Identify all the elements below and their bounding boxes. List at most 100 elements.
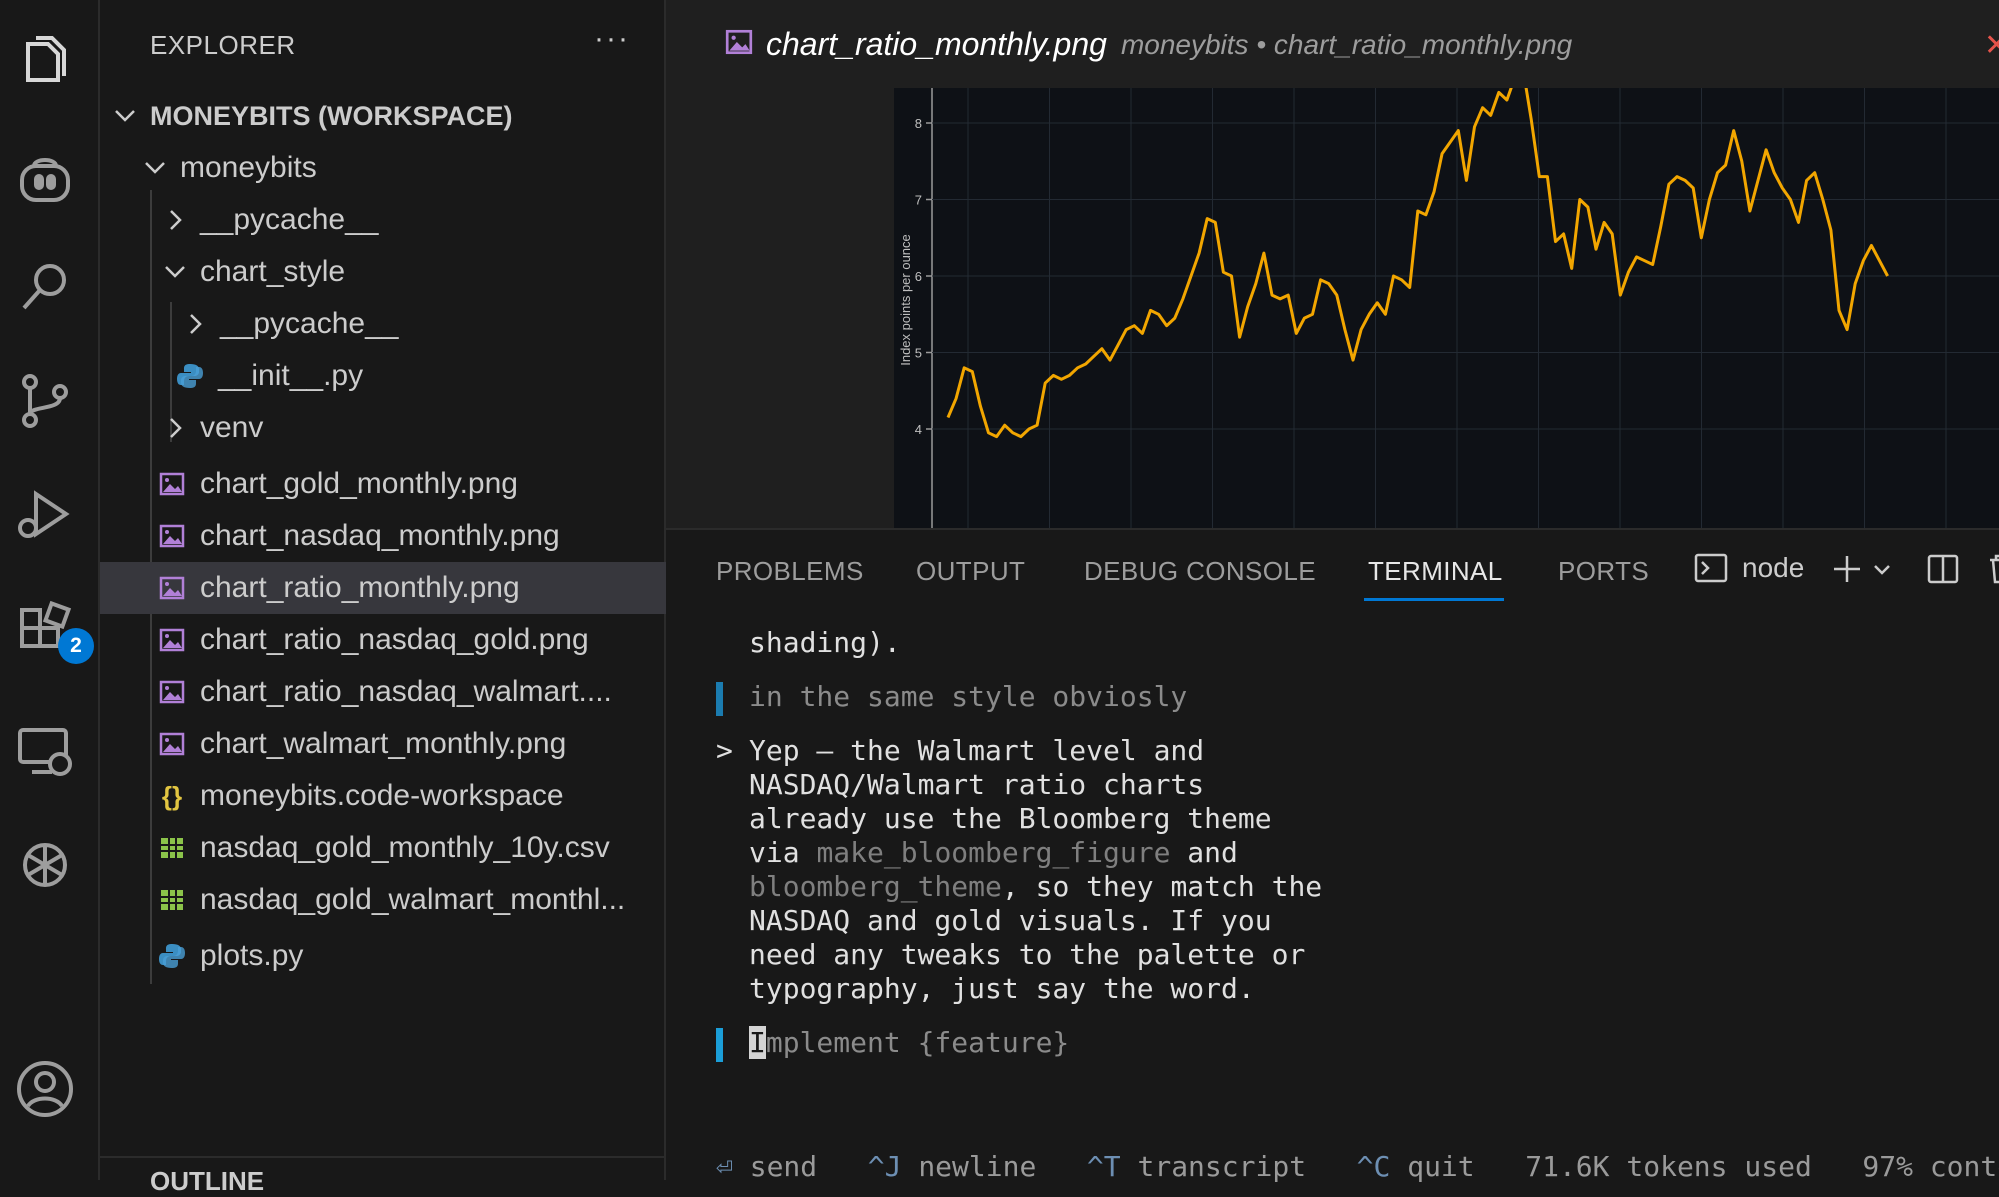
new-terminal-icon[interactable] — [1830, 552, 1864, 591]
terminal-icon — [1694, 553, 1728, 583]
tree-file-chart-walmart-monthly[interactable]: chart_walmart_monthly.png — [100, 718, 666, 770]
chevron-down-icon — [112, 103, 138, 129]
more-actions-button[interactable]: ··· — [594, 22, 630, 55]
image-file-icon — [158, 574, 186, 602]
image-file-icon — [158, 730, 186, 758]
key-hint: ⏎ — [716, 1150, 733, 1183]
hint-label: send — [749, 1150, 818, 1183]
tree-item-label: plots.py — [200, 939, 304, 972]
shortcut-footer: ⏎ send ^J newline ^T transcript ^C quit … — [716, 1150, 1999, 1183]
tree-item-label: chart_ratio_monthly.png — [200, 571, 520, 604]
json-braces-icon: {} — [161, 780, 183, 811]
image-file-icon — [724, 27, 754, 62]
tab-terminal[interactable]: TERMINAL — [1368, 556, 1503, 586]
outline-section[interactable] — [100, 1156, 666, 1182]
tree-item-label: nasdaq_gold_walmart_monthl... — [200, 883, 626, 916]
tree-file-chart-ratio-monthly[interactable]: chart_ratio_monthly.png — [100, 562, 666, 614]
chevron-right-icon — [162, 415, 188, 441]
tab-ports[interactable]: PORTS — [1558, 556, 1650, 586]
chevron-right-icon — [162, 207, 188, 233]
assistant-reply-line: need any tweaks to the palette or — [749, 938, 1306, 971]
tree-item-label: chart_nasdaq_monthly.png — [200, 519, 560, 552]
tree-item-label: venv — [200, 411, 264, 444]
accounts-icon[interactable] — [14, 1058, 76, 1120]
workspace-header[interactable]: MONEYBITS (WORKSPACE) — [100, 90, 666, 142]
reply-text: , so they match the — [1001, 870, 1323, 903]
assistant-reply-line: Yep — the Walmart level and — [749, 734, 1205, 767]
run-debug-icon[interactable] — [14, 484, 76, 546]
tree-folder-chart-style[interactable]: chart_style — [100, 246, 666, 298]
hint-label: transcript — [1137, 1150, 1307, 1183]
inline-code: bloomberg_theme — [749, 870, 1002, 903]
context-remaining: 97% context — [1862, 1150, 1999, 1183]
workspace-title: MONEYBITS (WORKSPACE) — [150, 100, 513, 131]
input-bar — [716, 1028, 723, 1062]
indent-guide — [170, 302, 172, 442]
copilot-icon[interactable] — [14, 148, 76, 210]
ratio-series-line — [946, 88, 1889, 439]
tree-folder-venv[interactable]: venv — [100, 402, 666, 454]
tree-file-chart-ratio-nasdaq-gold[interactable]: chart_ratio_nasdaq_gold.png — [100, 614, 666, 666]
assistant-reply-line: via make_bloomberg_figure and — [749, 836, 1238, 870]
key-hint: ^C — [1356, 1150, 1391, 1183]
extensions-icon[interactable]: 2 — [14, 600, 94, 664]
bottom-panel: PROBLEMS OUTPUT DEBUG CONSOLE TERMINAL P… — [666, 528, 1999, 1183]
y-axis-label: Index points per ounce — [898, 234, 913, 366]
python-file-icon — [176, 362, 204, 390]
close-icon[interactable]: ✕ — [1984, 29, 1999, 58]
editor-tab[interactable]: chart_ratio_monthly.png moneybits • char… — [724, 26, 1572, 63]
tree-file-chart-nasdaq-monthly[interactable]: chart_nasdaq_monthly.png — [100, 510, 666, 562]
image-file-icon — [158, 626, 186, 654]
tab-debug-console[interactable]: DEBUG CONSOLE — [1084, 556, 1317, 586]
tree-file-nasdaq-gold-csv[interactable]: nasdaq_gold_monthly_10y.csv — [100, 822, 666, 874]
chatgpt-icon[interactable] — [14, 834, 76, 896]
chevron-down-icon[interactable] — [1872, 560, 1892, 585]
tree-file-code-workspace[interactable]: {} moneybits.code-workspace — [100, 770, 666, 822]
tab-filename: chart_ratio_monthly.png — [766, 26, 1107, 62]
assistant-reply-line: already use the Bloomberg theme — [749, 802, 1272, 835]
reply-text: and — [1170, 836, 1238, 869]
terminal-output[interactable]: shading). in the same style obviosly > Y… — [666, 610, 1999, 1183]
input-placeholder: mplement {feature} — [765, 1026, 1070, 1059]
tab-problems[interactable]: PROBLEMS — [716, 556, 864, 586]
tree-folder-pycache[interactable]: __pycache__ — [100, 194, 666, 246]
chevron-right-icon — [182, 311, 208, 337]
quote-bar — [716, 682, 723, 716]
user-message: in the same style obviosly — [749, 680, 1188, 713]
tree-folder-pycache-nested[interactable]: __pycache__ — [100, 298, 666, 350]
image-file-icon — [158, 678, 186, 706]
key-hint: ^J — [867, 1150, 902, 1183]
trash-icon[interactable] — [1986, 552, 1999, 591]
split-terminal-icon[interactable] — [1926, 552, 1960, 591]
assistant-reply-line: typography, just say the word. — [749, 972, 1255, 1005]
active-tab-indicator — [1364, 598, 1504, 601]
y-tick-label: 4 — [915, 422, 922, 437]
tree-file-chart-gold-monthly[interactable]: chart_gold_monthly.png — [100, 458, 666, 510]
tokens-used: 71.6K tokens used — [1525, 1150, 1812, 1183]
key-hint: ^T — [1086, 1150, 1121, 1183]
tree-item-label: moneybits — [180, 151, 317, 184]
tree-file-plots-py[interactable]: plots.py — [100, 930, 666, 982]
activity-bar: 2 — [0, 0, 100, 1180]
outline-header[interactable]: OUTLINE — [150, 1166, 265, 1196]
chevron-down-icon — [162, 259, 188, 285]
source-control-icon[interactable] — [14, 370, 76, 432]
tree-file-chart-ratio-nasdaq-walmart[interactable]: chart_ratio_nasdaq_walmart.... — [100, 666, 666, 718]
tree-item-label: __pycache__ — [220, 307, 399, 340]
y-tick-label: 5 — [915, 346, 922, 361]
search-icon[interactable] — [14, 256, 76, 318]
reply-marker: > — [716, 734, 733, 767]
prompt-input[interactable]: Implement {feature} — [749, 1026, 1069, 1060]
tab-output[interactable]: OUTPUT — [916, 556, 1026, 586]
explorer-icon[interactable] — [14, 30, 76, 92]
terminal-selector[interactable]: node — [1694, 552, 1804, 584]
tree-file-nasdaq-gold-walmart-csv[interactable]: nasdaq_gold_walmart_monthl... — [100, 874, 666, 926]
text-cursor: I — [749, 1026, 766, 1059]
tree-item-label: chart_ratio_nasdaq_walmart.... — [200, 675, 612, 708]
tree-file-init-py[interactable]: __init__.py — [100, 350, 666, 402]
tree-folder-moneybits[interactable]: moneybits — [100, 142, 666, 194]
image-file-icon — [158, 522, 186, 550]
tree-item-label: chart_style — [200, 255, 346, 288]
editor-area: chart_ratio_monthly.png moneybits • char… — [666, 0, 1999, 528]
remote-explorer-icon[interactable] — [14, 720, 76, 782]
